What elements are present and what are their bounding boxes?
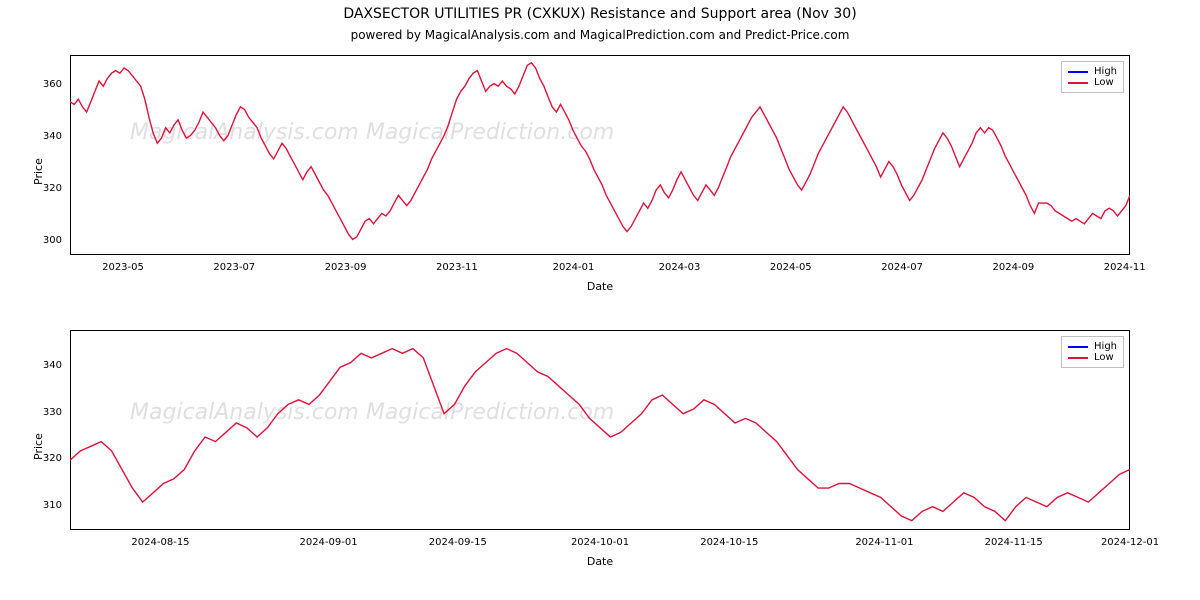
- xtick-label: 2024-09-15: [423, 538, 493, 548]
- xtick-label: 2024-09: [978, 263, 1048, 273]
- bottom-chart-svg: [70, 330, 1130, 530]
- xtick-label: 2024-03: [645, 263, 715, 273]
- legend-label-low-b: Low: [1094, 352, 1114, 363]
- xtick-label: 2024-08-15: [125, 538, 195, 548]
- ytick-label: 320: [30, 454, 62, 464]
- chart-title: DAXSECTOR UTILITIES PR (CXKUX) Resistanc…: [0, 6, 1200, 22]
- xtick-label: 2024-11-15: [979, 538, 1049, 548]
- top-chart-panel: Price Date High Low 300320340360 2023-05…: [70, 55, 1130, 255]
- xtick-label: 2023-05: [88, 263, 158, 273]
- figure: DAXSECTOR UTILITIES PR (CXKUX) Resistanc…: [0, 0, 1200, 600]
- bottom-legend: High Low: [1061, 336, 1124, 368]
- legend-swatch-high-b: [1068, 346, 1088, 348]
- ytick-label: 340: [30, 132, 62, 142]
- ytick-label: 330: [30, 408, 62, 418]
- xtick-label: 2024-12-01: [1095, 538, 1165, 548]
- xtick-label: 2024-11-01: [849, 538, 919, 548]
- top-legend: High Low: [1061, 61, 1124, 93]
- legend-swatch-low: [1068, 82, 1088, 84]
- legend-swatch-low-b: [1068, 357, 1088, 359]
- xtick-label: 2024-07: [867, 263, 937, 273]
- legend-row-low: Low: [1068, 77, 1117, 88]
- xtick-label: 2024-01: [539, 263, 609, 273]
- xtick-label: 2023-09: [311, 263, 381, 273]
- xtick-label: 2023-11: [422, 263, 492, 273]
- legend-row-high-b: High: [1068, 341, 1117, 352]
- legend-row-low-b: Low: [1068, 352, 1117, 363]
- ytick-label: 360: [30, 80, 62, 90]
- xtick-label: 2024-10-15: [694, 538, 764, 548]
- legend-swatch-high: [1068, 71, 1088, 73]
- xtick-label: 2024-10-01: [565, 538, 635, 548]
- top-chart-svg: [70, 55, 1130, 255]
- ytick-label: 300: [30, 236, 62, 246]
- xtick-label: 2023-07: [199, 263, 269, 273]
- top-xlabel: Date: [70, 280, 1130, 293]
- ytick-label: 320: [30, 184, 62, 194]
- legend-label-high: High: [1094, 66, 1117, 77]
- xtick-label: 2024-11: [1090, 263, 1160, 273]
- legend-row-high: High: [1068, 66, 1117, 77]
- legend-label-low: Low: [1094, 77, 1114, 88]
- xtick-label: 2024-05: [756, 263, 826, 273]
- bottom-chart-panel: Price Date High Low 310320330340 2024-08…: [70, 330, 1130, 530]
- top-ylabel: Price: [32, 158, 45, 185]
- ytick-label: 340: [30, 361, 62, 371]
- bottom-xlabel: Date: [70, 555, 1130, 568]
- legend-label-high-b: High: [1094, 341, 1117, 352]
- chart-subtitle: powered by MagicalAnalysis.com and Magic…: [0, 28, 1200, 42]
- xtick-label: 2024-09-01: [294, 538, 364, 548]
- ytick-label: 310: [30, 501, 62, 511]
